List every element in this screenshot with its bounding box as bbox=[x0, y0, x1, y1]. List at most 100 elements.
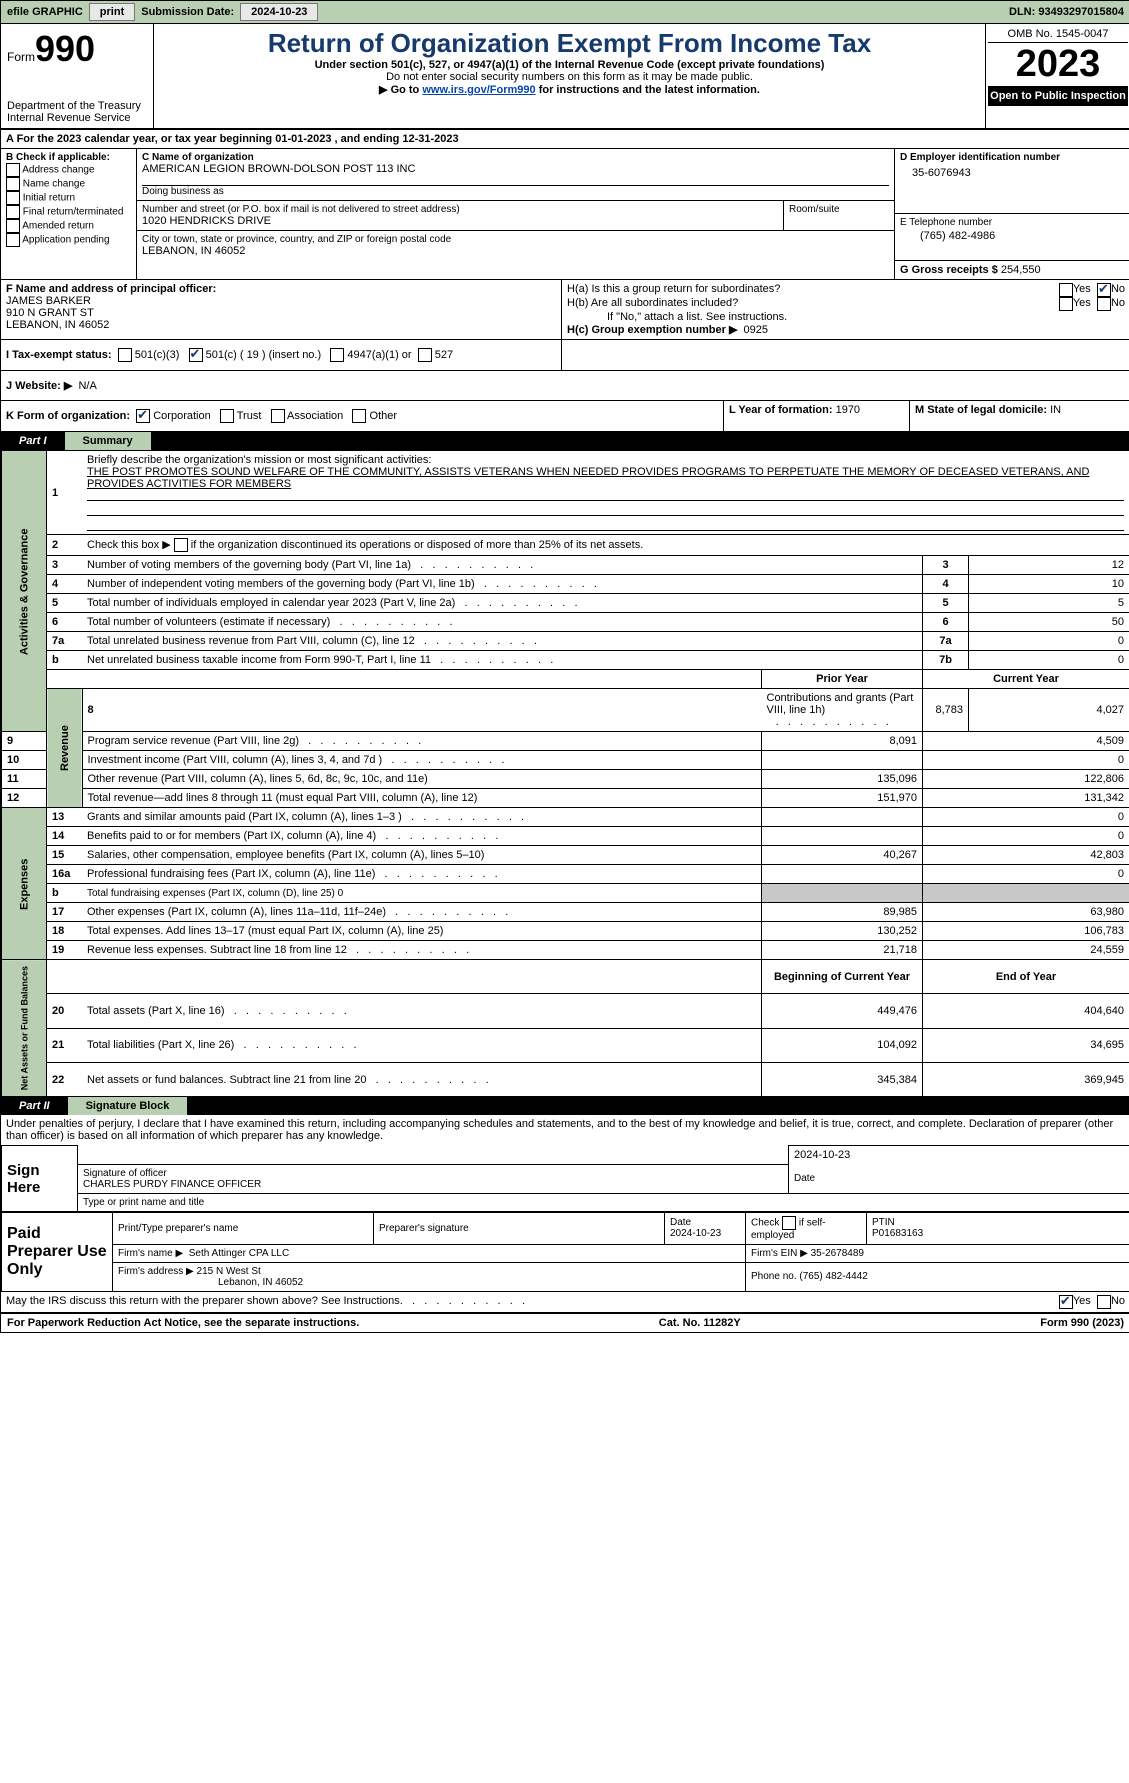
l16ac: 0 bbox=[923, 865, 1129, 884]
cb-501c[interactable] bbox=[189, 348, 203, 362]
footer-mid: Cat. No. 11282Y bbox=[659, 1317, 741, 1329]
l7av: 0 bbox=[969, 632, 1129, 651]
cb-trust[interactable] bbox=[220, 409, 234, 423]
cb-final-return[interactable] bbox=[6, 205, 20, 219]
l2-lbl: Check this box ▶ bbox=[87, 539, 171, 551]
i-lbl: I Tax-exempt status: bbox=[6, 349, 112, 361]
prep-date-lbl: Date bbox=[670, 1217, 691, 1228]
cb-initial-return[interactable] bbox=[6, 191, 20, 205]
k-assoc: Association bbox=[287, 410, 343, 422]
irs-link[interactable]: www.irs.gov/Form990 bbox=[422, 84, 535, 96]
cb-name-change[interactable] bbox=[6, 177, 20, 191]
cb-discontinued[interactable] bbox=[174, 538, 188, 552]
l19p: 21,718 bbox=[762, 941, 923, 960]
a-begin: 01-01-2023 bbox=[275, 133, 331, 145]
l1n: 1 bbox=[47, 451, 83, 535]
firm-a1: 215 N West St bbox=[197, 1266, 261, 1277]
b-pending: Application pending bbox=[22, 235, 109, 246]
paid-title: Paid Preparer Use Only bbox=[2, 1212, 113, 1291]
cb-discuss-no[interactable] bbox=[1097, 1295, 1111, 1309]
cb-ha-yes[interactable] bbox=[1059, 283, 1073, 297]
form-subtitle: Under section 501(c), 527, or 4947(a)(1)… bbox=[160, 59, 979, 71]
sign-date: 2024-10-23 bbox=[789, 1146, 1129, 1165]
l8: Contributions and grants (Part VIII, lin… bbox=[767, 692, 914, 716]
sign-table: Sign Here 2024-10-23 Signature of office… bbox=[1, 1145, 1129, 1212]
j-lbl: J Website: ▶ bbox=[6, 380, 72, 392]
hb-yes: Yes bbox=[1073, 297, 1091, 311]
firm-phone: (765) 482-4442 bbox=[799, 1271, 867, 1282]
firm-name: Seth Attinger CPA LLC bbox=[189, 1248, 289, 1259]
preparer-table: Paid Preparer Use Only Print/Type prepar… bbox=[1, 1212, 1129, 1292]
l10: Investment income (Part VIII, column (A)… bbox=[88, 754, 383, 766]
hb-note: If "No," attach a list. See instructions… bbox=[567, 311, 1125, 323]
cb-amended-return[interactable] bbox=[6, 219, 20, 233]
dln-value: 93493297015804 bbox=[1038, 6, 1124, 18]
cb-discuss-yes[interactable] bbox=[1059, 1295, 1073, 1309]
print-button[interactable]: print bbox=[89, 3, 135, 21]
l13: Grants and similar amounts paid (Part IX… bbox=[87, 811, 402, 823]
entity-block: B Check if applicable: Address change Na… bbox=[1, 149, 1129, 279]
footer-right: Form 990 (2023) bbox=[1040, 1317, 1124, 1329]
discuss-text: May the IRS discuss this return with the… bbox=[6, 1295, 403, 1309]
a-pre: A For the 2023 calendar year, or tax yea… bbox=[6, 133, 275, 145]
cb-address-change[interactable] bbox=[6, 163, 20, 177]
l12c: 131,342 bbox=[923, 789, 1129, 808]
cb-4947[interactable] bbox=[330, 348, 344, 362]
cb-hb-no[interactable] bbox=[1097, 297, 1111, 311]
cb-ha-no[interactable] bbox=[1097, 283, 1111, 297]
prep-name-lbl: Print/Type preparer's name bbox=[113, 1212, 374, 1244]
state-domicile: IN bbox=[1050, 404, 1061, 416]
l22n: 22 bbox=[47, 1062, 83, 1096]
l17p: 89,985 bbox=[762, 903, 923, 922]
firm-ein-lbl: Firm's EIN ▶ bbox=[751, 1248, 808, 1259]
k-other: Other bbox=[370, 410, 398, 422]
cb-self-employed[interactable] bbox=[782, 1216, 796, 1230]
sig-lbl: Signature of officer bbox=[83, 1168, 167, 1179]
hb-lbl: H(b) Are all subordinates included? bbox=[567, 297, 1059, 311]
prep-date: 2024-10-23 bbox=[670, 1228, 721, 1239]
omb-number: OMB No. 1545-0047 bbox=[988, 26, 1128, 43]
l7ab: 7a bbox=[923, 632, 969, 651]
summary-table: Activities & Governance 1 Briefly descri… bbox=[1, 450, 1129, 1097]
form-word: Form bbox=[7, 50, 35, 64]
l11n: 11 bbox=[2, 770, 47, 789]
l8p: 8,783 bbox=[923, 689, 969, 732]
city-lbl: City or town, state or province, country… bbox=[142, 234, 889, 245]
ha-lbl: H(a) Is this a group return for subordin… bbox=[567, 283, 1059, 297]
l11p: 135,096 bbox=[762, 770, 923, 789]
l19n: 19 bbox=[47, 941, 83, 960]
l9c: 4,509 bbox=[923, 732, 1129, 751]
l7b: Net unrelated business taxable income fr… bbox=[87, 654, 431, 666]
l20p: 449,476 bbox=[762, 994, 923, 1028]
cb-corp[interactable] bbox=[136, 409, 150, 423]
submission-date-button[interactable]: 2024-10-23 bbox=[240, 3, 318, 21]
hdr-by: Beginning of Current Year bbox=[762, 960, 923, 994]
l18: Total expenses. Add lines 13–17 (must eq… bbox=[87, 925, 443, 937]
year-formation: 1970 bbox=[836, 404, 860, 416]
l19c: 24,559 bbox=[923, 941, 1129, 960]
cb-501c3[interactable] bbox=[118, 348, 132, 362]
sect-exp: Expenses bbox=[2, 808, 47, 960]
summary-body: Activities & Governance 1 Briefly descri… bbox=[1, 450, 1129, 1097]
cb-app-pending[interactable] bbox=[6, 233, 20, 247]
l14c: 0 bbox=[923, 827, 1129, 846]
l13n: 13 bbox=[47, 808, 83, 827]
firm-a-lbl: Firm's address ▶ bbox=[118, 1266, 194, 1277]
cb-assoc[interactable] bbox=[271, 409, 285, 423]
cb-hb-yes[interactable] bbox=[1059, 297, 1073, 311]
i-c: 501(c) ( 19 ) (insert no.) bbox=[206, 349, 322, 361]
b-initial: Initial return bbox=[23, 193, 75, 204]
suite-lbl: Room/suite bbox=[789, 204, 889, 215]
l12: Total revenue—add lines 8 through 11 (mu… bbox=[88, 792, 478, 804]
dln-label: DLN: bbox=[1009, 6, 1035, 18]
l15c: 42,803 bbox=[923, 846, 1129, 865]
discuss-row: May the IRS discuss this return with the… bbox=[1, 1292, 1129, 1312]
l16bn: b bbox=[47, 884, 83, 903]
officer-addr1: 910 N GRANT ST bbox=[6, 307, 556, 319]
form-header: Form990 Department of the Treasury Inter… bbox=[1, 24, 1129, 130]
dept-treasury: Department of the Treasury bbox=[7, 100, 147, 112]
b-final: Final return/terminated bbox=[23, 207, 124, 218]
l22c: 369,945 bbox=[923, 1062, 1129, 1096]
cb-527[interactable] bbox=[418, 348, 432, 362]
cb-other[interactable] bbox=[352, 409, 366, 423]
